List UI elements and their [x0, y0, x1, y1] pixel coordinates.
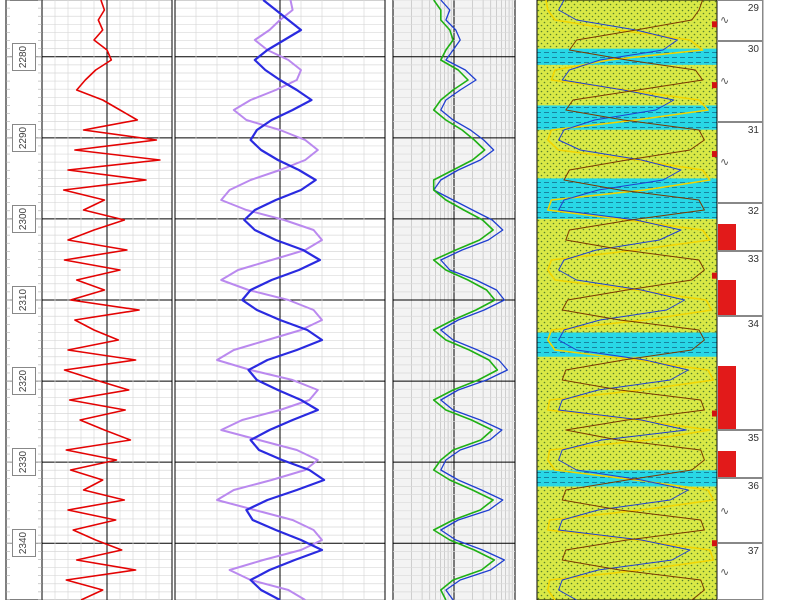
zone-29: 29 ∿: [717, 0, 763, 41]
zone-36: 36 ∿: [717, 478, 763, 543]
zone-37: 37 ∿: [717, 543, 763, 600]
depth-label: 2300: [12, 205, 36, 233]
depth-label: 2330: [12, 448, 36, 476]
zone-label: 35: [748, 433, 759, 444]
depth-label: 2280: [12, 43, 36, 71]
zone-label: 37: [748, 546, 759, 557]
zone-31: 31 ∿: [717, 122, 763, 203]
zone-34: 34: [717, 316, 763, 430]
log-canvas: [0, 0, 800, 600]
zone-label: 29: [748, 3, 759, 14]
depth-label: 2320: [12, 367, 36, 395]
zone-32: 32: [717, 203, 763, 252]
zone-wave-icon: ∿: [720, 565, 729, 578]
zone-wave-icon: ∿: [720, 156, 729, 169]
well-log-display: { "layout": { "width": 800, "height": 60…: [0, 0, 800, 600]
zone-wave-icon: ∿: [720, 75, 729, 88]
zone-wave-icon: ∿: [720, 504, 729, 517]
depth-label: 2290: [12, 124, 36, 152]
zone-label: 33: [748, 254, 759, 265]
zone-35: 35: [717, 430, 763, 479]
zone-label: 36: [748, 481, 759, 492]
zone-30: 30 ∿: [717, 41, 763, 122]
zone-label: 32: [748, 206, 759, 217]
zone-label: 30: [748, 44, 759, 55]
depth-label: 2340: [12, 529, 36, 557]
depth-label: 2310: [12, 286, 36, 314]
zone-label: 31: [748, 125, 759, 136]
zone-label: 34: [748, 319, 759, 330]
zone-33: 33: [717, 251, 763, 316]
zone-wave-icon: ∿: [720, 14, 729, 27]
